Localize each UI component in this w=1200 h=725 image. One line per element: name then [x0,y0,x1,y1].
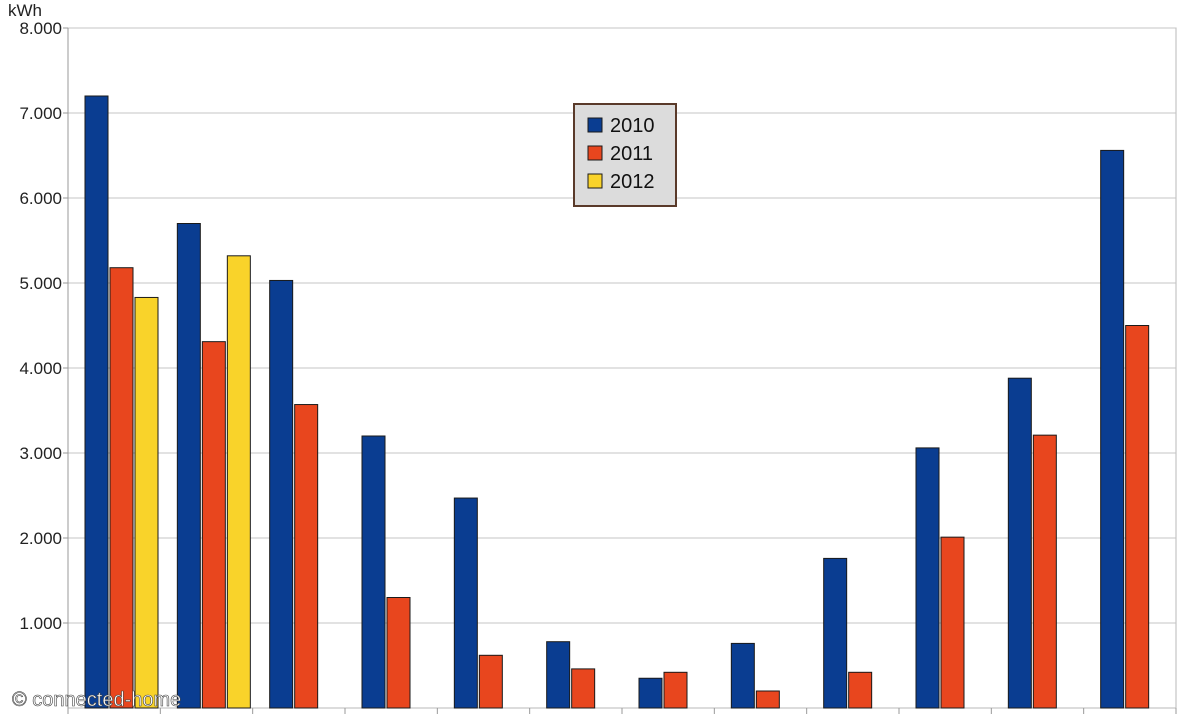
bar-2011-3 [294,404,319,709]
y-tick-label: 2.000 [19,529,62,548]
legend-label-2010: 2010 [610,115,655,137]
legend-label-2011: 2011 [610,143,653,165]
bar-2010-6 [546,641,571,709]
bar-2010-12 [1100,149,1125,709]
y-tick-label: 4.000 [19,359,62,378]
bar-2010-3 [269,279,294,709]
bar-2010-5 [453,497,478,709]
y-tick-label: 1.000 [19,614,62,633]
bar-2010-9 [823,557,848,709]
y-tick-label: 6.000 [19,189,62,208]
bar-2011-1 [109,267,134,709]
bar-2012-1 [134,296,159,709]
y-axis-label: kWh [8,1,42,20]
bar-2012-2 [226,255,251,709]
y-tick-label: 7.000 [19,104,62,123]
y-tick-label: 3.000 [19,444,62,463]
bar-2011-8 [755,690,780,709]
legend-swatch-2011 [587,145,603,161]
bar-2010-10 [915,447,940,709]
bar-2011-9 [848,671,873,709]
bar-2010-7 [638,677,663,709]
bar-2010-2 [176,223,201,709]
legend-swatch-2010 [587,117,603,133]
watermark: © connected-home [12,689,181,711]
bar-2010-8 [730,642,755,709]
bar-2010-4 [361,435,386,709]
bar-2011-4 [386,597,411,709]
y-tick-label: 8.000 [19,19,62,38]
bar-2011-11 [1032,434,1057,709]
y-tick-label: 5.000 [19,274,62,293]
bar-2011-7 [663,671,688,709]
bar-2010-11 [1007,377,1032,709]
bar-2011-6 [571,668,596,709]
bar-2011-2 [201,341,226,709]
legend-label-2012: 2012 [610,171,655,193]
bar-2010-1 [84,95,109,709]
legend-swatch-2012 [587,173,603,189]
bar-2011-10 [940,536,965,709]
bar-2011-12 [1125,325,1150,709]
bar-2011-5 [478,654,503,709]
